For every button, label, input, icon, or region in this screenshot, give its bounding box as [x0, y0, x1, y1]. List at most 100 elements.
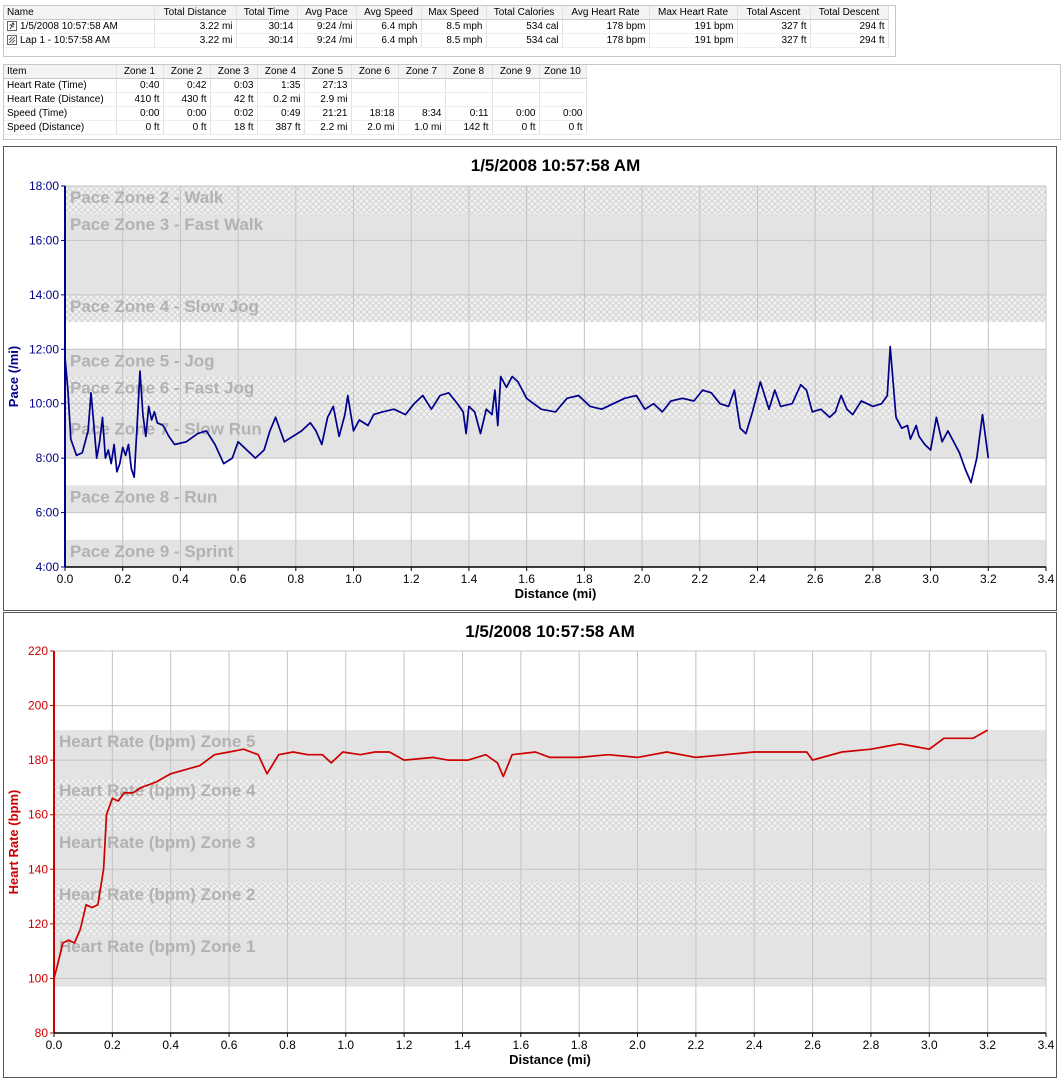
zone-label: Heart Rate (bpm) Zone 5 — [59, 732, 255, 751]
column-header-zone-5[interactable]: Zone 5 — [304, 65, 352, 79]
row-label-cell: Heart Rate (Time) — [4, 78, 117, 93]
chart-title: 1/5/2008 10:57:58 AM — [471, 156, 640, 175]
y-tick-label: 180 — [28, 753, 48, 767]
summary-row[interactable]: Lap 1 - 10:57:58 AM 3.22 mi 30:14 9:24 /mi 6… — [4, 33, 889, 48]
zone-label: Heart Rate (bpm) Zone 3 — [59, 833, 255, 852]
column-header-avg-pace[interactable]: Avg Pace — [297, 6, 357, 20]
summary-header-row: Name Total Distance Total Time Avg Pace Avg … — [4, 6, 889, 20]
x-tick-label: 0.4 — [172, 572, 189, 586]
table-cell: 0:00 — [539, 106, 587, 121]
table-cell: 6.4 mph — [356, 33, 422, 48]
x-tick-label: 1.2 — [403, 572, 420, 586]
column-header-zone-8[interactable]: Zone 8 — [445, 65, 493, 79]
zone-label: Pace Zone 3 - Fast Walk — [70, 215, 264, 234]
x-tick-label: 2.6 — [804, 1038, 821, 1052]
zone-band — [54, 831, 1046, 883]
zone-row[interactable]: Speed (Time) 0:00 0:00 0:02 0:49 21:21 18:18 8:… — [4, 106, 587, 121]
x-axis-label: Distance (mi) — [515, 586, 597, 601]
column-header-avg-speed[interactable]: Avg Speed — [356, 6, 422, 20]
summary-table: Name Total Distance Total Time Avg Pace Avg … — [4, 6, 889, 48]
run-icon — [7, 21, 17, 31]
zone-band — [65, 485, 1046, 513]
zone-label: Pace Zone 2 - Walk — [70, 188, 224, 207]
column-header-zone-7[interactable]: Zone 7 — [398, 65, 446, 79]
x-tick-label: 1.4 — [454, 1038, 471, 1052]
y-tick-label: 200 — [28, 699, 48, 713]
column-header-name[interactable]: Name — [4, 6, 155, 20]
y-tick-label: 100 — [28, 971, 48, 985]
x-tick-label: 1.2 — [396, 1038, 413, 1052]
row-name-label: Lap 1 - 10:57:58 AM — [20, 35, 111, 46]
summary-row[interactable]: 1/5/2008 10:57:58 AM 3.22 mi 30:14 9:24 /mi… — [4, 19, 889, 34]
table-cell: 2.9 mi — [304, 92, 352, 107]
column-header-total-calories[interactable]: Total Calories — [486, 6, 563, 20]
series-line — [64, 345, 990, 484]
column-header-zone-1[interactable]: Zone 1 — [116, 65, 164, 79]
column-header-total-distance[interactable]: Total Distance — [154, 6, 237, 20]
table-cell: 2.0 mi — [351, 120, 399, 135]
y-axis-label: Heart Rate (bpm) — [6, 790, 21, 895]
x-tick-label: 0.6 — [230, 572, 247, 586]
x-tick-label: 1.6 — [518, 572, 535, 586]
column-header-zone-2[interactable]: Zone 2 — [163, 65, 211, 79]
column-header-zone-4[interactable]: Zone 4 — [257, 65, 305, 79]
y-tick-label: 16:00 — [29, 233, 59, 247]
zone-band — [65, 186, 1046, 214]
y-axis-label: Pace (/mi) — [6, 346, 21, 407]
x-tick-label: 2.8 — [865, 572, 882, 586]
y-tick-label: 220 — [28, 644, 48, 658]
table-cell: 178 bpm — [562, 19, 650, 34]
table-cell: 294 ft — [810, 33, 889, 48]
table-cell: 0:02 — [210, 106, 258, 121]
table-cell: 9:24 /mi — [297, 33, 357, 48]
table-cell: 0 ft — [116, 120, 164, 135]
summary-table-panel: Name Total Distance Total Time Avg Pace Avg … — [3, 5, 896, 57]
table-cell — [398, 78, 446, 93]
zone-band — [65, 294, 1046, 323]
row-label-cell: Heart Rate (Distance) — [4, 92, 117, 107]
table-cell: 0 ft — [492, 120, 540, 135]
zone-row[interactable]: Speed (Distance) 0 ft 0 ft 18 ft 387 ft 2.2 m… — [4, 120, 587, 135]
y-tick-label: 8:00 — [36, 451, 60, 465]
x-tick-label: 3.2 — [980, 572, 997, 586]
zone-row[interactable]: Heart Rate (Distance) 410 ft 430 ft 42 ft 0.… — [4, 92, 587, 107]
column-header-zone-3[interactable]: Zone 3 — [210, 65, 258, 79]
x-tick-label: 0.6 — [221, 1038, 238, 1052]
table-cell — [398, 92, 446, 107]
x-tick-label: 0.4 — [162, 1038, 179, 1052]
chart-title: 1/5/2008 10:57:58 AM — [465, 622, 634, 641]
column-header-total-descent[interactable]: Total Descent — [810, 6, 889, 20]
table-cell — [539, 92, 587, 107]
x-tick-label: 2.2 — [688, 1038, 705, 1052]
table-cell — [445, 78, 493, 93]
zone-label: Heart Rate (bpm) Zone 2 — [59, 885, 255, 904]
table-cell: 0:40 — [116, 78, 164, 93]
row-label-cell: Speed (Distance) — [4, 120, 117, 135]
table-cell: 0 ft — [163, 120, 211, 135]
x-tick-label: 1.8 — [571, 1038, 588, 1052]
table-cell: 2.2 mi — [304, 120, 352, 135]
column-header-item[interactable]: Item — [4, 65, 117, 79]
table-cell: 9:24 /mi — [297, 19, 357, 34]
y-tick-label: 140 — [28, 862, 48, 876]
column-header-zone-9[interactable]: Zone 9 — [492, 65, 540, 79]
pace-chart: Pace Zone 2 - Walk Pace Zone 3 - Fast Wal… — [6, 156, 1055, 601]
zone-label: Pace Zone 6 - Fast Jog — [70, 379, 254, 398]
column-header-zone-6[interactable]: Zone 6 — [351, 65, 399, 79]
zone-label: Pace Zone 7 - Slow Run — [70, 419, 262, 438]
column-header-total-ascent[interactable]: Total Ascent — [737, 6, 811, 20]
x-tick-label: 0.2 — [114, 572, 131, 586]
table-cell: 0:11 — [445, 106, 493, 121]
zone-row[interactable]: Heart Rate (Time) 0:40 0:42 0:03 1:35 27:13 — [4, 78, 587, 93]
heart-rate-chart: Heart Rate (bpm) Zone 5 Heart Rate (bpm) … — [6, 622, 1055, 1067]
column-header-max-speed[interactable]: Max Speed — [421, 6, 487, 20]
column-header-max-heart-rate[interactable]: Max Heart Rate — [649, 6, 738, 20]
table-cell: 327 ft — [737, 33, 811, 48]
table-cell: 294 ft — [810, 19, 889, 34]
column-header-total-time[interactable]: Total Time — [236, 6, 298, 20]
column-header-zone-10[interactable]: Zone 10 — [539, 65, 587, 79]
x-tick-label: 3.2 — [979, 1038, 996, 1052]
pace-chart-panel: Pace Zone 2 - Walk Pace Zone 3 - Fast Wal… — [3, 146, 1057, 611]
column-header-avg-heart-rate[interactable]: Avg Heart Rate — [562, 6, 650, 20]
x-tick-label: 2.4 — [746, 1038, 763, 1052]
